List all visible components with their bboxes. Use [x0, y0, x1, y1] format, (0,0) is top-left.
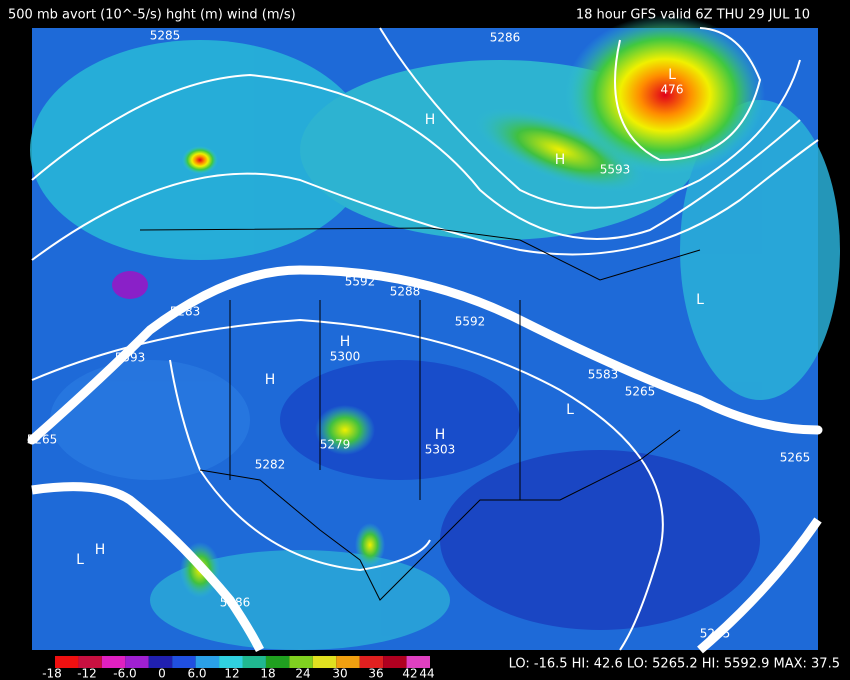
contour-label: 5300: [330, 350, 361, 364]
state-lines: [229, 300, 521, 500]
colorbar-label: -6.0: [113, 667, 136, 680]
contour-label: 5586: [220, 596, 251, 610]
jet-contour: [697, 517, 822, 654]
colorbar-label: 12: [224, 667, 239, 680]
colorbar: -18 -12 -6.0 0 6.0 12 18 24 30 36 42 44: [42, 656, 435, 680]
header-left: 500 mb avort (10^-5/s) hght (m) wind (m/…: [8, 8, 296, 23]
contour-label: 5265: [27, 433, 58, 447]
contour: [31, 73, 801, 240]
colorbar-label: 6.0: [187, 667, 206, 680]
border: [139, 227, 701, 281]
field-patch: [280, 360, 520, 480]
contour-label: 5285: [150, 29, 181, 43]
contour-label: 5288: [390, 285, 421, 299]
contour: [169, 359, 431, 572]
coast: [199, 429, 681, 601]
colorbar-label: -18: [42, 667, 62, 680]
colorbar-label: 44: [419, 667, 434, 680]
contour-label: 5279: [320, 438, 351, 452]
pressure-marker: L: [76, 552, 84, 568]
colorbar-swatch: [359, 656, 384, 668]
pressure-marker: H: [265, 372, 276, 388]
colorbar-label: 30: [332, 667, 347, 680]
colorbar-swatch: [312, 656, 337, 668]
pressure-marker: H: [435, 427, 446, 443]
colorbar-swatch: [265, 656, 290, 668]
contour-label: 5592: [345, 275, 376, 289]
colorbar-label: 42: [402, 667, 417, 680]
contour: [614, 27, 762, 162]
vort-max: [355, 523, 385, 567]
field-patch: [150, 550, 450, 650]
colorbar-label: 0: [158, 667, 166, 680]
map-labels: 5265 5592 5300 5303 5279 5282 5593 5265 5265 5593…: [27, 29, 811, 641]
vort-min: [112, 271, 148, 299]
colorbar-swatch: [78, 656, 102, 668]
colorbar-swatch: [148, 656, 173, 668]
contour-label: 5593: [115, 351, 146, 365]
cyclone: [565, 15, 765, 175]
colorbar-label: 18: [260, 667, 275, 680]
field-patch: [50, 360, 250, 480]
contour-label: 5265: [700, 627, 731, 641]
colorbar-swatch: [289, 656, 313, 668]
contour-label: 5265: [625, 385, 656, 399]
contour-label: 5282: [255, 458, 286, 472]
colorbar-label: -12: [77, 667, 97, 680]
contour-label: 5286: [490, 31, 521, 45]
colorbar-label: 24: [295, 667, 310, 680]
contour-label: 5265: [780, 451, 811, 465]
colorbar-label: 36: [368, 667, 383, 680]
boundaries: [139, 227, 701, 601]
pressure-marker: L: [668, 67, 676, 83]
pressure-marker: L: [566, 402, 574, 418]
colorbar-swatch: [219, 656, 243, 668]
contour-label: 5593: [600, 163, 631, 177]
colorbar-swatch: [55, 656, 79, 668]
contour-label: 5303: [425, 443, 456, 457]
contour: [379, 27, 801, 209]
pressure-marker: H: [95, 542, 106, 558]
contour-label: 476: [661, 83, 684, 97]
colorbar-swatch: [125, 656, 149, 668]
pressure-marker: H: [425, 112, 436, 128]
field-patch: [440, 450, 760, 630]
colorbar-swatch: [242, 656, 266, 668]
colorbar-swatch: [101, 656, 126, 668]
colorbar-swatch: [383, 656, 407, 668]
colorbar-swatch: [336, 656, 360, 668]
vort-max: [182, 146, 218, 174]
contour-label: 5592: [455, 315, 486, 329]
colorbar-swatch: [172, 656, 196, 668]
contour: [31, 139, 819, 261]
pressure-marker: H: [340, 334, 351, 350]
jet-contour: [27, 265, 823, 445]
colorbar-swatch: [195, 656, 220, 668]
vort-max: [315, 405, 375, 455]
field-patch: [680, 100, 840, 400]
header-right: 18 hour GFS valid 6Z THU 29 JUL 10: [576, 8, 810, 23]
pressure-marker: L: [696, 292, 704, 308]
contour-label: 5583: [588, 368, 619, 382]
jet-vorticity: [474, 108, 646, 192]
stats: LO: -16.5 HI: 42.6 LO: 5265.2 HI: 5592.9…: [509, 657, 840, 672]
contour-label: 5283: [170, 305, 201, 319]
jet-contour: [31, 482, 265, 653]
pressure-marker: H: [555, 152, 566, 168]
colorbar-swatch: [406, 656, 430, 668]
height-contours: [27, 27, 823, 654]
